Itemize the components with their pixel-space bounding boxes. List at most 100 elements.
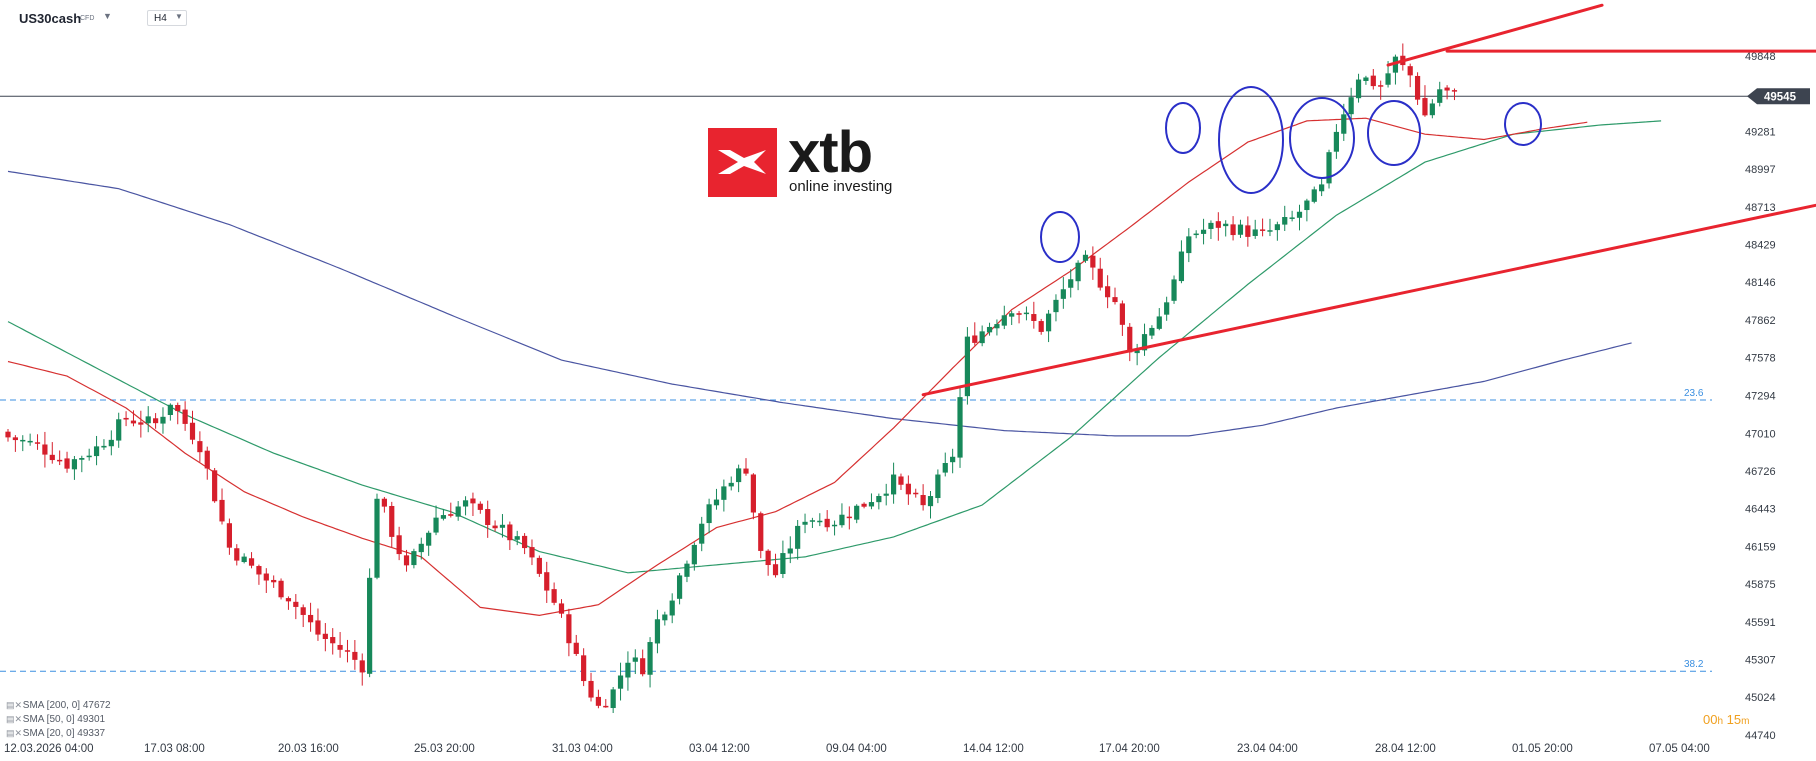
candle-body[interactable] xyxy=(1429,103,1435,116)
candle-body[interactable] xyxy=(883,493,889,496)
candle-body[interactable] xyxy=(765,550,771,566)
candle-body[interactable] xyxy=(891,474,897,495)
candle-body[interactable] xyxy=(256,566,262,575)
candle-body[interactable] xyxy=(558,603,565,614)
timeframe-select[interactable]: H4 ▼ xyxy=(147,10,187,26)
candle-body[interactable] xyxy=(462,500,469,507)
candle-body[interactable] xyxy=(403,555,410,566)
candle-body[interactable] xyxy=(285,598,292,602)
candle-body[interactable] xyxy=(1385,73,1391,85)
symbol-chevron-down-icon[interactable]: ▼ xyxy=(103,11,112,21)
candle-body[interactable] xyxy=(108,439,114,447)
candle-body[interactable] xyxy=(1304,200,1310,211)
candle-body[interactable] xyxy=(1378,85,1384,87)
indicator-settings-icon[interactable]: ▤✕ xyxy=(6,700,23,710)
candle-body[interactable] xyxy=(942,463,948,473)
candle-body[interactable] xyxy=(153,418,159,424)
candle-body[interactable] xyxy=(824,518,830,528)
candle-body[interactable] xyxy=(418,543,424,553)
candle-body[interactable] xyxy=(315,620,321,635)
candle-body[interactable] xyxy=(219,499,225,522)
candle-body[interactable] xyxy=(381,498,387,507)
candle-body[interactable] xyxy=(1296,211,1303,218)
candle-body[interactable] xyxy=(632,657,638,662)
candle-body[interactable] xyxy=(1237,224,1244,235)
candle-body[interactable] xyxy=(831,524,838,527)
candle-body[interactable] xyxy=(706,504,712,524)
candle-body[interactable] xyxy=(12,437,18,441)
candle-body[interactable] xyxy=(972,335,978,343)
annotation-ellipse[interactable] xyxy=(1367,100,1421,166)
candle-body[interactable] xyxy=(1001,315,1007,326)
candle-body[interactable] xyxy=(728,482,734,487)
annotation-ellipse[interactable] xyxy=(1040,211,1080,263)
candle-body[interactable] xyxy=(1112,297,1118,303)
candle-body[interactable] xyxy=(669,600,675,616)
candle-body[interactable] xyxy=(1282,217,1288,225)
candle-body[interactable] xyxy=(278,580,284,598)
candle-body[interactable] xyxy=(20,439,26,442)
candle-body[interactable] xyxy=(307,614,314,623)
candle-body[interactable] xyxy=(440,515,447,519)
candle-body[interactable] xyxy=(352,651,358,660)
candle-body[interactable] xyxy=(676,575,683,599)
candle-body[interactable] xyxy=(617,675,624,689)
candle-body[interactable] xyxy=(248,558,255,566)
candle-body[interactable] xyxy=(34,442,41,444)
candle-body[interactable] xyxy=(662,614,668,621)
candle-body[interactable] xyxy=(898,476,904,485)
candle-body[interactable] xyxy=(640,658,646,675)
candle-body[interactable] xyxy=(71,459,78,470)
candle-body[interactable] xyxy=(433,517,439,533)
candle-body[interactable] xyxy=(750,474,756,513)
candle-body[interactable] xyxy=(795,525,801,549)
candle-body[interactable] xyxy=(1068,279,1074,288)
candle-body[interactable] xyxy=(1414,75,1421,100)
candle-body[interactable] xyxy=(344,650,351,652)
candle-body[interactable] xyxy=(514,536,520,540)
candle-body[interactable] xyxy=(736,468,742,483)
candle-body[interactable] xyxy=(42,444,48,455)
candle-body[interactable] xyxy=(1090,255,1096,268)
indicator-settings-icon[interactable]: ▤✕ xyxy=(6,728,23,738)
candle-body[interactable] xyxy=(1223,223,1229,227)
candle-body[interactable] xyxy=(772,564,779,576)
candle-body[interactable] xyxy=(1245,225,1251,237)
candle-body[interactable] xyxy=(138,422,144,425)
candle-body[interactable] xyxy=(1053,299,1059,313)
annotation-ellipse[interactable] xyxy=(1165,102,1201,154)
candle-body[interactable] xyxy=(1009,313,1015,317)
candle-body[interactable] xyxy=(743,468,749,474)
candle-body[interactable] xyxy=(1355,79,1362,99)
candle-body[interactable] xyxy=(551,589,557,603)
candle-body[interactable] xyxy=(1186,236,1192,254)
candle-body[interactable] xyxy=(536,557,542,574)
candle-body[interactable] xyxy=(920,495,926,506)
candle-body[interactable] xyxy=(1060,289,1066,299)
candle-body[interactable] xyxy=(1156,316,1162,329)
candle-body[interactable] xyxy=(654,619,661,644)
candle-body[interactable] xyxy=(57,459,63,462)
candle-body[interactable] xyxy=(1267,230,1273,232)
candle-body[interactable] xyxy=(1149,327,1155,336)
annotation-ellipse[interactable] xyxy=(1218,86,1284,194)
candle-body[interactable] xyxy=(1127,326,1133,353)
candle-body[interactable] xyxy=(1311,189,1317,202)
candle-body[interactable] xyxy=(854,505,860,520)
candle-body[interactable] xyxy=(1319,184,1325,192)
candle-body[interactable] xyxy=(1437,89,1443,103)
candle-body[interactable] xyxy=(780,553,786,575)
indicator-row-sma-50[interactable]: ▤✕ SMA [50, 0] 49301 xyxy=(6,712,111,726)
candle-body[interactable] xyxy=(145,416,151,424)
candle-body[interactable] xyxy=(588,680,594,698)
candle-body[interactable] xyxy=(389,505,395,537)
candle-body[interactable] xyxy=(330,637,336,644)
candle-body[interactable] xyxy=(455,506,461,517)
candle-body[interactable] xyxy=(595,696,601,706)
candle-body[interactable] xyxy=(1407,66,1413,76)
candle-body[interactable] xyxy=(861,503,867,507)
indicator-row-sma-200[interactable]: ▤✕ SMA [200, 0] 47672 xyxy=(6,698,111,712)
candle-body[interactable] xyxy=(204,450,210,469)
candle-body[interactable] xyxy=(470,498,476,504)
candle-body[interactable] xyxy=(979,331,985,344)
